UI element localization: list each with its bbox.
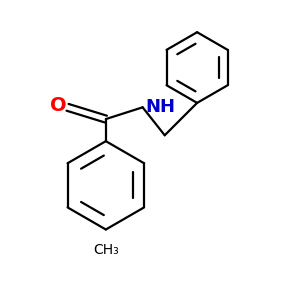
Text: O: O (50, 96, 66, 115)
Text: NH: NH (145, 98, 175, 116)
Text: CH₃: CH₃ (93, 243, 119, 257)
